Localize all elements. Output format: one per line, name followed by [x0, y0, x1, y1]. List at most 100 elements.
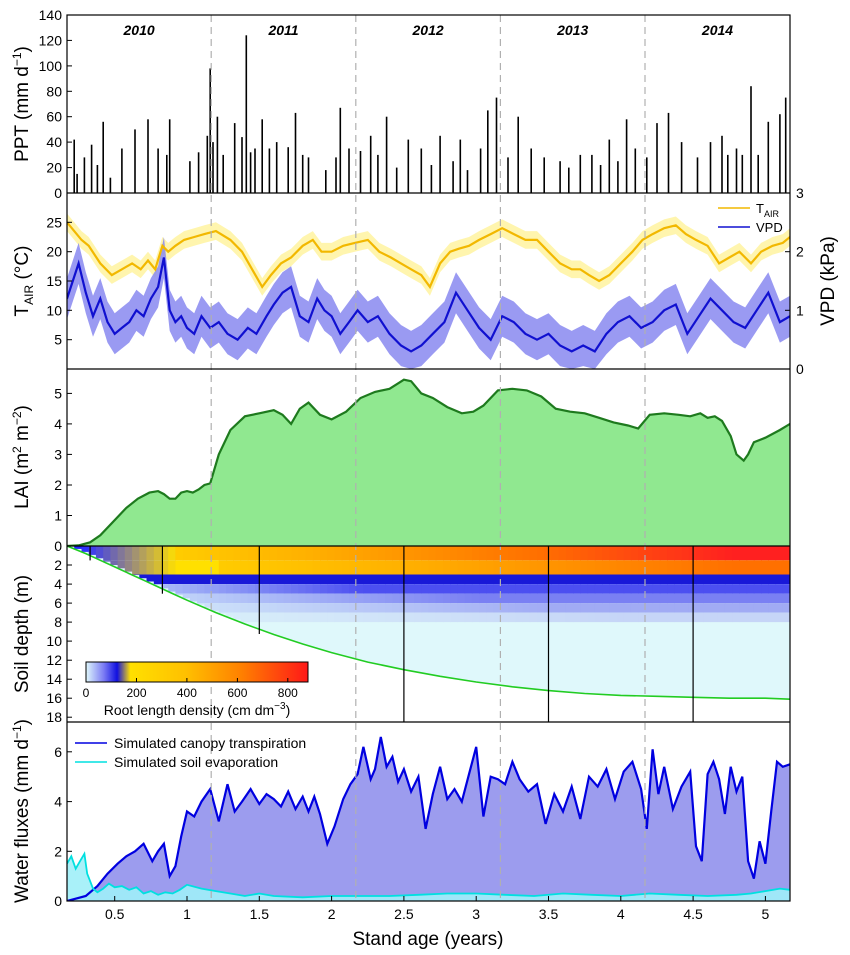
heatmap-cell — [421, 612, 430, 623]
heatmap-cell — [146, 574, 155, 582]
heatmap-cell — [522, 584, 531, 594]
heatmap-cell — [283, 593, 292, 604]
heatmap-cell — [341, 612, 350, 623]
heatmap-cell — [775, 546, 784, 561]
heatmap-cell — [565, 603, 574, 613]
heatmap-cell — [732, 603, 740, 613]
heatmap-cell — [349, 560, 357, 575]
ppt-bar — [591, 154, 593, 193]
heatmap-cell — [320, 612, 328, 623]
root-front-line — [67, 546, 790, 700]
ppt-bar — [407, 139, 410, 193]
heatmap-cell — [218, 603, 227, 613]
heatmap-cell — [406, 603, 415, 613]
heatmap-cell — [471, 612, 480, 623]
heatmap-cell — [414, 546, 422, 561]
heatmap-cell — [450, 560, 458, 575]
heatmap-cell — [775, 612, 784, 623]
heatmap-cell — [753, 574, 762, 584]
heatmap-cell — [204, 546, 213, 561]
heatmap-cell — [609, 546, 618, 561]
heatmap-cell — [298, 560, 307, 575]
heatmap-cell — [305, 603, 314, 613]
heatmap-cell — [659, 574, 668, 584]
heatmap-cell — [587, 546, 596, 561]
heatmap-cell — [645, 612, 654, 623]
heatmap-cell — [276, 560, 285, 575]
x-tick-label: 4.5 — [683, 906, 703, 922]
heatmap-cell — [269, 560, 278, 575]
heatmap-cell — [392, 546, 401, 561]
heatmap-cell — [233, 584, 242, 594]
heatmap-cell — [500, 593, 509, 604]
x-tick-label: 3.5 — [539, 906, 559, 922]
heatmap-cell — [551, 584, 560, 594]
panel-frames — [66, 14, 791, 902]
heatmap-cell — [609, 593, 618, 604]
heatmap-cell — [363, 574, 372, 584]
heatmap-cell — [283, 584, 292, 594]
colorbar-label: Root length density (cm dm−3) — [104, 701, 290, 718]
heatmap-cell — [305, 546, 314, 561]
heatmap-cell — [652, 593, 661, 604]
heatmap-cell — [305, 584, 314, 594]
heatmap-cell — [269, 593, 278, 604]
heatmap-cell — [283, 560, 292, 575]
heatmap-cell — [370, 603, 379, 613]
heatmap-cell — [168, 546, 176, 561]
heatmap-cell — [88, 546, 97, 555]
heatmap-cell — [674, 560, 683, 575]
heatmap-cell — [659, 584, 668, 594]
heatmap-cell — [674, 574, 683, 584]
heatmap-cell — [500, 574, 509, 584]
ppt-bar — [339, 107, 342, 193]
year-label: 2011 — [267, 22, 298, 38]
heatmap-cell — [710, 612, 719, 623]
heatmap-cell — [312, 612, 321, 623]
heatmap-cell — [768, 612, 777, 623]
heatmap-cell — [406, 560, 415, 575]
heatmap-cell — [717, 584, 726, 594]
heatmap-cell — [218, 593, 227, 604]
tair-line — [67, 221, 790, 290]
heatmap-cell — [370, 546, 379, 561]
heatmap-cell — [385, 584, 393, 594]
heatmap-cell — [580, 574, 589, 584]
heatmap-cell — [717, 612, 726, 623]
heatmap-cell — [435, 584, 444, 594]
heatmap-cell — [746, 560, 755, 575]
heatmap-cell — [298, 593, 307, 604]
heatmap-cell — [464, 546, 473, 561]
heatmap-cell — [269, 612, 278, 623]
heatmap-cell — [537, 546, 545, 561]
heatmap-cell — [717, 593, 726, 604]
heatmap-cell — [320, 574, 328, 584]
heatmap-cell — [739, 603, 748, 613]
heatmap-cell — [573, 584, 581, 594]
ppt-bar — [779, 114, 781, 193]
heatmap-cell — [746, 584, 755, 594]
heatmap-cell — [161, 560, 169, 575]
heatmap-cell — [703, 546, 711, 561]
heatmap-cell — [161, 584, 169, 589]
heatmap-cell — [630, 612, 639, 623]
heatmap-cell — [392, 612, 401, 623]
heatmap-cell — [327, 603, 336, 613]
heatmap-cell — [659, 612, 668, 623]
heatmap-cell — [226, 584, 234, 594]
heatmap-cell — [363, 593, 372, 604]
heatmap-cell — [565, 593, 574, 604]
heatmap-cell — [551, 593, 560, 604]
ppt-bar — [189, 161, 191, 193]
ppt-bar — [617, 161, 619, 193]
heatmap-cell — [312, 546, 321, 561]
heatmap-cell — [443, 546, 451, 561]
ppt-bar — [76, 173, 78, 193]
heatmap-cell — [117, 546, 126, 561]
heatmap-cell — [269, 603, 278, 613]
heatmap-cell — [551, 546, 560, 561]
heatmap-cell — [659, 560, 668, 575]
heatmap-cell — [312, 603, 321, 613]
heatmap-cell — [189, 584, 198, 594]
legend-tair-label: TAIR — [756, 201, 779, 219]
